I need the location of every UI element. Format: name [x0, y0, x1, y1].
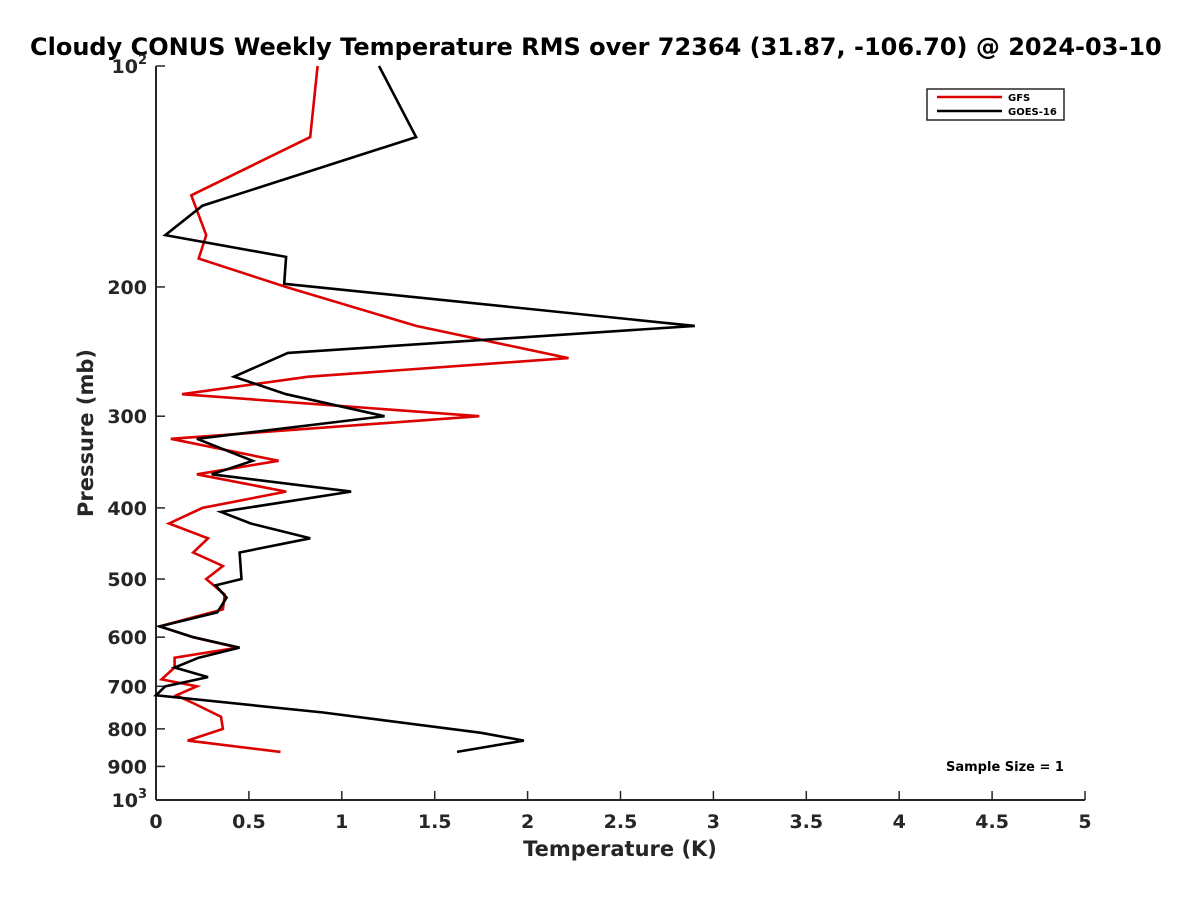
legend-label-goes-16: GOES-16 [1008, 107, 1057, 118]
x-tick-label: 3.5 [789, 811, 823, 833]
y-tick-label: 103 [112, 787, 148, 812]
y-tick-label: 200 [107, 277, 147, 299]
y-tick-label: 102 [112, 53, 148, 78]
sample-size-annotation: Sample Size = 1 [946, 760, 1064, 775]
x-tick-label: 3 [707, 811, 720, 833]
y-tick-label: 700 [107, 676, 147, 698]
y-tick-label: 400 [107, 498, 147, 520]
legend-label-gfs: GFS [1008, 93, 1030, 104]
legend: GFS GOES-16 [926, 88, 1065, 121]
series-line-gfs [155, 65, 569, 754]
y-tick-label: 900 [107, 756, 147, 778]
y-axis-title: Pressure (mb) [74, 349, 98, 517]
x-tick-label: 0.5 [232, 811, 266, 833]
x-tick-label: 0 [149, 811, 162, 833]
x-tick-label: 4 [893, 811, 906, 833]
series-layer [153, 65, 695, 754]
x-ticks: 0 0.5 1 1.5 2 2.5 3 3.5 4 4.5 5 [149, 791, 1092, 833]
chart-title: Cloudy CONUS Weekly Temperature RMS over… [30, 33, 1162, 61]
y-ticks: 102 200 300 400 500 600 700 800 900 103 [107, 53, 165, 812]
x-tick-label: 1.5 [418, 811, 452, 833]
legend-box [926, 88, 1065, 121]
x-axis-title: Temperature (K) [523, 837, 717, 861]
y-tick-label: 600 [107, 627, 147, 649]
plot-area: 0 0.5 1 1.5 2 2.5 3 3.5 4 4.5 5 102 200 300 400 500 600… [107, 53, 1091, 833]
series-line-goes-16 [153, 65, 695, 754]
y-tick-label: 300 [107, 406, 147, 428]
y-tick-label: 800 [107, 719, 147, 741]
x-tick-label: 4.5 [975, 811, 1009, 833]
y-tick-label: 500 [107, 569, 147, 591]
x-tick-label: 5 [1078, 811, 1091, 833]
x-tick-label: 2.5 [604, 811, 638, 833]
x-tick-label: 2 [521, 811, 534, 833]
x-tick-label: 1 [335, 811, 348, 833]
